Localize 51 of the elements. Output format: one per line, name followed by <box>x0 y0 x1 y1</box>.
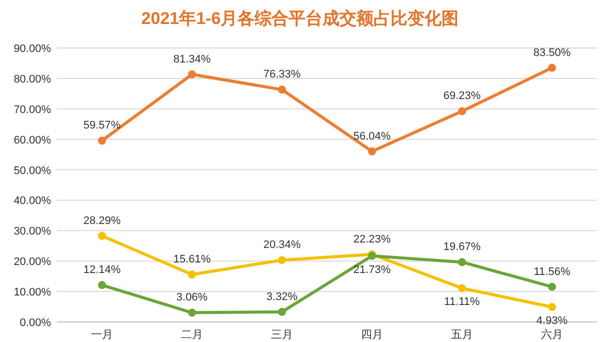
point <box>548 64 556 72</box>
point <box>98 281 106 290</box>
x-tick-label: 四月 <box>361 329 383 341</box>
point <box>278 256 286 264</box>
data-label: 83.50% <box>533 46 571 59</box>
point <box>278 86 286 94</box>
y-tick-label: 90.00% <box>14 43 52 55</box>
point <box>98 232 106 240</box>
y-tick-label: 70.00% <box>14 104 52 116</box>
data-label: 12.14% <box>83 264 121 276</box>
x-tick-label: 三月 <box>271 329 293 341</box>
data-label: 76.33% <box>263 68 301 81</box>
y-tick-label: 80.00% <box>14 73 52 86</box>
data-label: 11.56% <box>534 266 570 278</box>
data-label: 3.32% <box>266 290 298 303</box>
point <box>458 258 466 266</box>
x-tick-label: 一月 <box>91 329 113 341</box>
point <box>368 147 376 156</box>
y-tick-label: 10.00% <box>14 286 52 299</box>
point <box>188 70 196 78</box>
point <box>548 282 556 291</box>
point <box>278 308 286 316</box>
data-label: 69.23% <box>443 90 481 102</box>
data-label: 81.34% <box>173 53 211 66</box>
data-label: 15.61% <box>173 253 211 266</box>
data-label: 11.11% <box>444 296 480 308</box>
data-label: 28.29% <box>83 214 121 227</box>
y-tick-label: 60.00% <box>14 134 52 146</box>
x-tick-label: 五月 <box>451 329 473 341</box>
point <box>458 107 466 116</box>
y-tick-label: 0.00% <box>20 317 52 329</box>
point <box>548 302 556 311</box>
chart-title: 2021年1-6月各综合平台成交额占比变化图 <box>141 9 459 28</box>
data-label: 22.23% <box>353 233 391 246</box>
data-label: 3.06% <box>176 292 208 304</box>
data-label: 56.04% <box>353 130 391 142</box>
data-label: 19.67% <box>443 241 481 254</box>
data-label: 59.57% <box>83 120 121 132</box>
data-label: 21.73% <box>353 264 391 276</box>
data-label: 20.34% <box>263 239 301 252</box>
y-tick-label: 20.00% <box>14 256 52 268</box>
point <box>188 270 196 278</box>
x-tick-label: 六月 <box>541 328 563 341</box>
x-tick-label: 二月 <box>181 329 203 341</box>
data-label: 4.93% <box>536 314 568 327</box>
y-tick-label: 30.00% <box>14 226 52 238</box>
point <box>188 308 196 317</box>
point <box>98 136 106 145</box>
point <box>458 284 466 292</box>
y-tick-label: 50.00% <box>14 164 52 177</box>
y-tick-label: 40.00% <box>14 195 52 208</box>
